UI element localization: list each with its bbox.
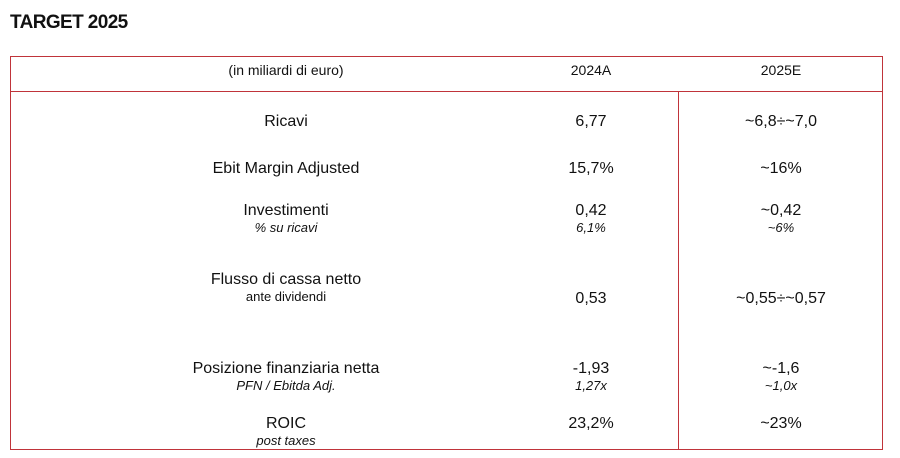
value-2025e: ~6,8÷~7,0 xyxy=(745,113,817,130)
row-sublabel: % su ricavi xyxy=(254,220,318,235)
header-divider xyxy=(11,91,882,92)
value-2025e: ~23% xyxy=(760,415,802,432)
row-sublabel: PFN / Ebitda Adj. xyxy=(236,378,336,393)
header-2025e: 2025E xyxy=(760,62,802,78)
target-table: (in miliardi di euro) 2024A 2025E Ricavi… xyxy=(10,56,883,450)
row-label: ROIC xyxy=(266,415,306,432)
value-2025e: ~0,42 xyxy=(760,202,802,219)
header-label: (in miliardi di euro) xyxy=(228,62,344,78)
value-2024a: 15,7% xyxy=(568,160,614,177)
value-2025e: ~-1,6 xyxy=(762,360,800,377)
page-title: TARGET 2025 xyxy=(10,12,128,33)
subvalue-2025e: ~6% xyxy=(767,220,795,235)
subvalue-2025e: ~1,0x xyxy=(764,378,798,393)
row-label: Ricavi xyxy=(264,113,308,130)
value-2025e: ~16% xyxy=(760,160,802,177)
value-2024a: 0,42 xyxy=(575,202,607,219)
subvalue-2024a: 1,27x xyxy=(575,378,607,393)
subvalue-2024a: 6,1% xyxy=(576,220,606,235)
column-divider xyxy=(678,91,679,449)
value-2024a: 23,2% xyxy=(568,415,614,432)
value-2024a: 6,77 xyxy=(575,113,607,130)
header-2024a: 2024A xyxy=(570,62,612,78)
row-label: Flusso di cassa netto xyxy=(210,271,362,288)
row-sublabel: ante dividendi xyxy=(245,289,327,304)
value-2024a: 0,53 xyxy=(575,290,607,307)
value-2025e: ~0,55÷~0,57 xyxy=(736,290,826,307)
row-label: Ebit Margin Adjusted xyxy=(212,160,360,177)
row-label: Posizione finanziaria netta xyxy=(192,360,380,377)
row-sublabel: post taxes xyxy=(256,433,316,448)
row-label: Investimenti xyxy=(243,202,329,219)
value-2024a: -1,93 xyxy=(572,360,610,377)
